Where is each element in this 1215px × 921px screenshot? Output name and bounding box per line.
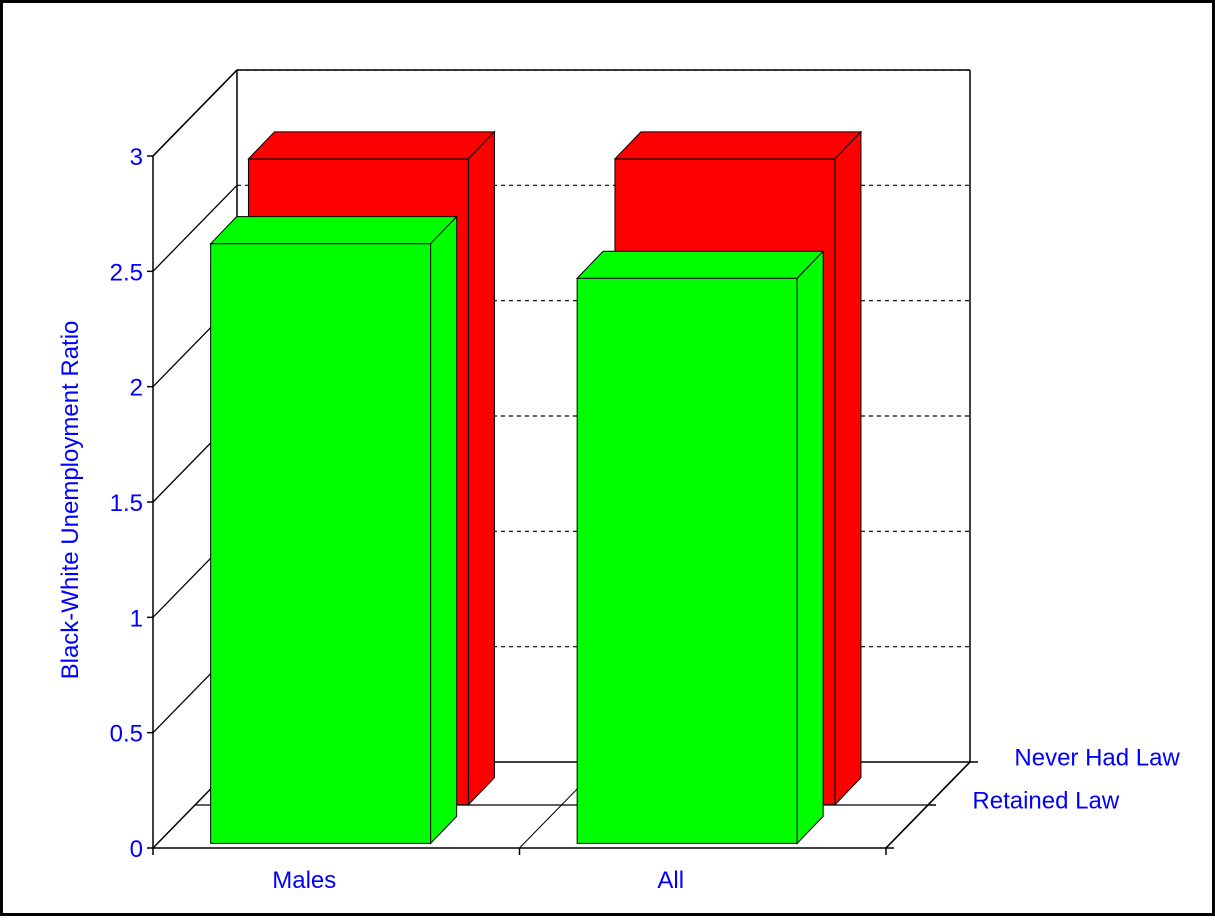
bar-side-face: [834, 130, 862, 806]
bar-front-face: [576, 277, 798, 844]
bar-top-face: [575, 250, 825, 279]
series-depth-labels: Never Had Law Retained Law: [885, 744, 1180, 849]
top-left-diagonal: [152, 69, 238, 157]
y-tick-label: 3: [130, 144, 143, 171]
y-axis-ticks: 0 0.5 1 1.5 2 2.5 3: [110, 144, 153, 863]
series-label: Never Had Law: [1014, 744, 1180, 771]
wall-diagonal: [152, 184, 238, 272]
bar-side-face: [430, 215, 458, 845]
y-tick-label: 2.5: [110, 259, 143, 286]
bar-side-face: [467, 130, 495, 806]
y-tick-label: 0.5: [110, 721, 143, 748]
y-tick-label: 2: [130, 375, 143, 402]
x-tick-label: All: [657, 867, 684, 894]
bar-top-face: [209, 216, 458, 245]
bar-front-face: [210, 243, 432, 844]
y-axis-label: Black-White Unemployment Ratio: [57, 321, 84, 680]
bar-top-face: [247, 131, 496, 160]
depth-axis-line: [885, 761, 971, 849]
bar-top-face: [613, 131, 863, 160]
bar-retained-law-males: [209, 215, 458, 845]
series-label: Retained Law: [972, 787, 1119, 814]
y-tick-label: 0: [130, 836, 143, 863]
y-tick-label: 1: [130, 605, 143, 632]
x-tick-label: Males: [272, 867, 336, 894]
bars: [209, 130, 863, 845]
bar-side-face: [796, 250, 824, 845]
bar-retained-law-all: [575, 250, 825, 845]
x-axis-ticks: Males All: [152, 848, 887, 894]
y-tick-label: 1.5: [110, 490, 143, 517]
